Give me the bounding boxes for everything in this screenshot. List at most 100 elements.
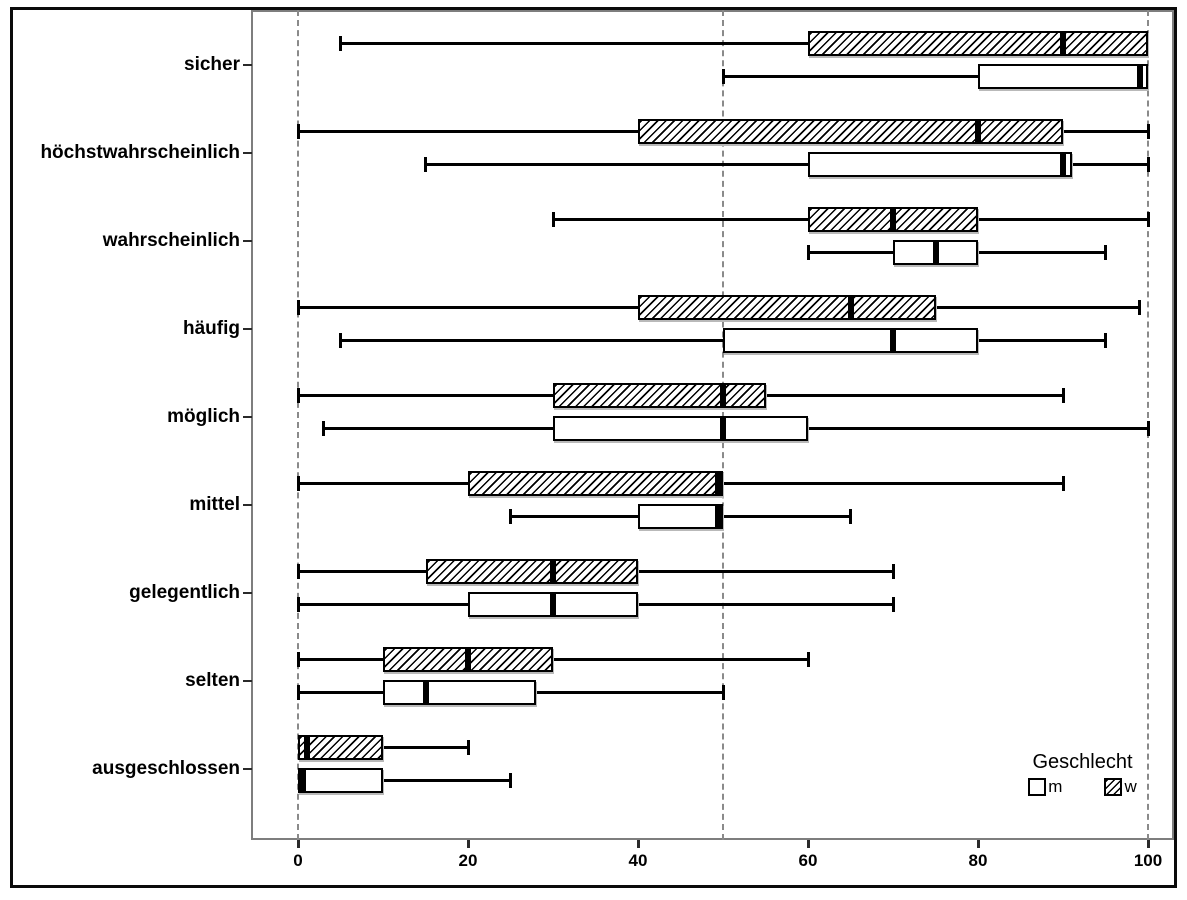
whisker-line-w <box>298 658 383 661</box>
box-m <box>298 768 383 793</box>
x-axis-tick-label: 0 <box>293 851 303 870</box>
whisker-line-w <box>383 746 468 749</box>
median-line-w <box>465 649 471 670</box>
whisker-cap-m <box>322 421 325 436</box>
whisker-cap-w <box>1146 212 1150 227</box>
whisker-cap-w <box>1138 300 1141 315</box>
category-label: höchstwahrscheinlich <box>40 142 240 163</box>
whisker-line-m <box>1071 163 1148 166</box>
category-label: gelegentlich <box>129 582 240 603</box>
whisker-cap-m <box>296 597 300 612</box>
x-axis-tick <box>1147 840 1150 848</box>
median-line-m <box>550 594 556 615</box>
whisker-cap-w <box>1061 476 1065 491</box>
whisker-cap-w <box>339 36 342 51</box>
median-line-w <box>890 209 896 230</box>
x-axis-tick <box>297 840 300 848</box>
whisker-cap-w <box>891 564 895 579</box>
median-line-w <box>550 561 556 582</box>
median-line-m <box>1060 154 1066 175</box>
box-m <box>723 328 978 353</box>
median-line-w <box>847 297 854 318</box>
category-label: häufig <box>183 318 240 339</box>
box-m <box>978 64 1148 89</box>
whisker-line-m <box>298 691 383 694</box>
whisker-line-w <box>765 394 1063 397</box>
whisker-line-m <box>298 603 468 606</box>
whisker-cap-w <box>466 740 470 755</box>
whisker-line-m <box>808 427 1148 430</box>
whisker-line-w <box>1063 130 1148 133</box>
category-label: selten <box>185 670 240 691</box>
whisker-cap-w <box>296 300 300 315</box>
whisker-line-w <box>298 306 638 309</box>
whisker-cap-m <box>424 157 427 172</box>
whisker-cap-m <box>849 509 852 524</box>
legend-item-label: m <box>1048 777 1063 796</box>
x-axis-tick-label: 60 <box>798 851 818 870</box>
box-w <box>553 383 766 408</box>
whisker-cap-m <box>721 69 725 84</box>
white-box-swatch-icon <box>1028 778 1047 796</box>
whisker-cap-w <box>1061 388 1065 403</box>
whisker-line-w <box>723 482 1063 485</box>
whisker-cap-w <box>296 124 300 139</box>
x-axis-tick <box>467 840 470 848</box>
whisker-cap-m <box>1104 333 1107 348</box>
whisker-line-m <box>510 515 638 518</box>
legend-item-m: m <box>1028 778 1062 796</box>
category-label: mittel <box>189 494 240 515</box>
category-label: ausgeschlossen <box>92 758 240 779</box>
whisker-line-m <box>723 515 851 518</box>
whisker-line-w <box>298 394 553 397</box>
y-axis-tick <box>243 240 252 242</box>
whisker-line-m <box>723 75 978 78</box>
median-line-w <box>975 121 981 142</box>
whisker-cap-w <box>1146 124 1150 139</box>
whisker-line-m <box>808 251 893 254</box>
whisker-line-w <box>638 570 893 573</box>
median-line-m <box>890 330 896 351</box>
whisker-cap-m <box>806 245 810 260</box>
x-axis-tick <box>977 840 980 848</box>
x-axis-tick-label: 20 <box>458 851 478 870</box>
legend-items: m w <box>1010 778 1155 796</box>
whisker-cap-w <box>296 564 300 579</box>
figure-border <box>10 7 1177 888</box>
median-line-m <box>720 418 726 439</box>
median-line-w <box>1060 33 1066 54</box>
legend-item-w: w <box>1104 777 1137 796</box>
whisker-line-w <box>553 658 808 661</box>
whisker-line-w <box>553 218 808 221</box>
box-w <box>425 559 638 584</box>
whisker-cap-m <box>509 773 512 788</box>
box-m <box>638 504 723 529</box>
y-axis-tick <box>243 504 252 506</box>
whisker-cap-m <box>1146 157 1150 172</box>
legend-title: Geschlecht <box>1032 751 1133 773</box>
median-line-m <box>1136 66 1143 87</box>
y-axis-tick <box>243 328 252 330</box>
median-line-m <box>422 682 429 703</box>
whisker-line-m <box>638 603 893 606</box>
legend-item-label: w <box>1124 777 1137 796</box>
x-axis-tick-label: 40 <box>628 851 648 870</box>
whisker-cap-w <box>551 212 555 227</box>
x-axis-tick-label: 100 <box>1133 851 1163 870</box>
box-w <box>298 735 383 760</box>
whisker-line-w <box>935 306 1140 309</box>
whisker-line-w <box>298 482 468 485</box>
whisker-line-m <box>323 427 553 430</box>
whisker-cap-w <box>296 652 300 667</box>
y-axis-tick <box>243 416 252 418</box>
median-line-m <box>932 242 939 263</box>
whisker-line-w <box>340 42 808 45</box>
category-label: sicher <box>184 54 240 75</box>
whisker-line-m <box>978 251 1106 254</box>
legend: Geschlecht m w <box>1010 750 1155 796</box>
box-m <box>553 416 808 441</box>
whisker-cap-m <box>339 333 342 348</box>
whisker-line-m <box>425 163 808 166</box>
y-axis-tick <box>243 152 252 154</box>
